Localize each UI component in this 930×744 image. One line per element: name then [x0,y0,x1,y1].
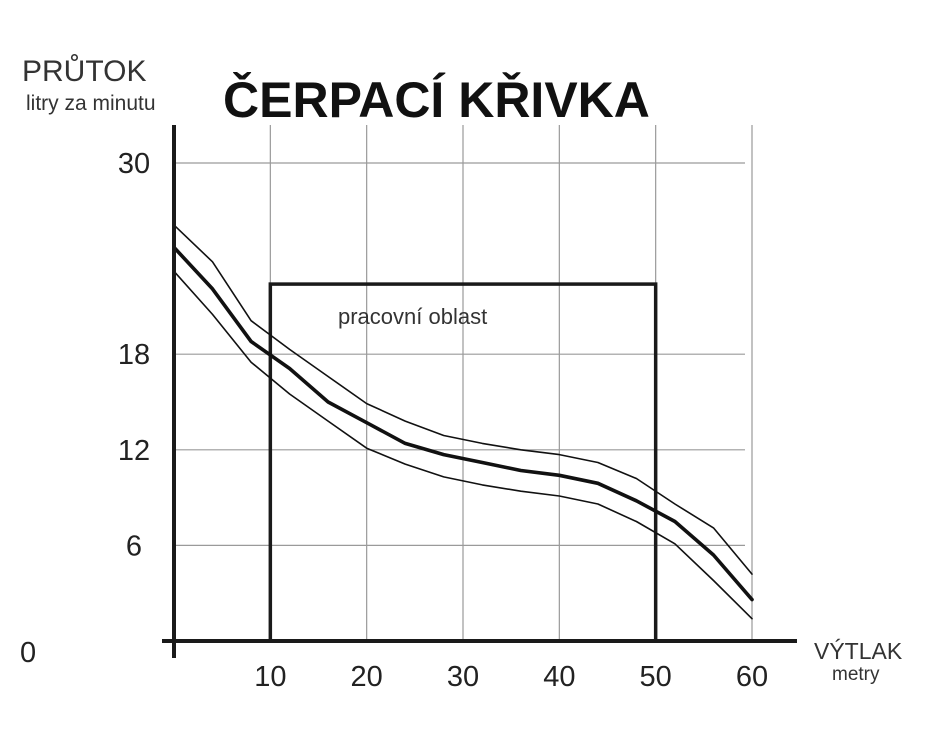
y-tick-label-12: 12 [118,435,150,467]
x-axis-label: VÝTLAK [814,638,903,664]
y-axis-sublabel: litry za minutu [26,92,156,115]
y-tick-label-30: 30 [118,148,150,180]
series-line-main [172,245,754,602]
series-group [172,224,754,620]
series-line-upper [173,224,753,575]
working-region-label: pracovní oblast [338,304,487,329]
x-axis-sublabel: metry [832,664,880,685]
x-tick-label-60: 60 [736,661,768,693]
origin-label: 0 [20,637,36,669]
x-tick-label-10: 10 [254,661,286,693]
series-line-lower [173,270,753,620]
y-tick-labels: 6 12 18 30 [118,148,150,562]
x-tick-label-40: 40 [543,661,575,693]
y-tick-label-18: 18 [118,339,150,371]
grid [174,125,753,641]
y-tick-label-6: 6 [126,530,142,562]
x-tick-label-20: 20 [351,661,383,693]
x-tick-label-50: 50 [640,661,672,693]
y-axis-label: PRŮTOK [22,54,146,88]
x-tick-labels: 10 20 30 40 50 60 [254,661,768,693]
chart-title: ČERPACÍ KŘIVKA [223,71,650,128]
x-tick-label-30: 30 [447,661,479,693]
